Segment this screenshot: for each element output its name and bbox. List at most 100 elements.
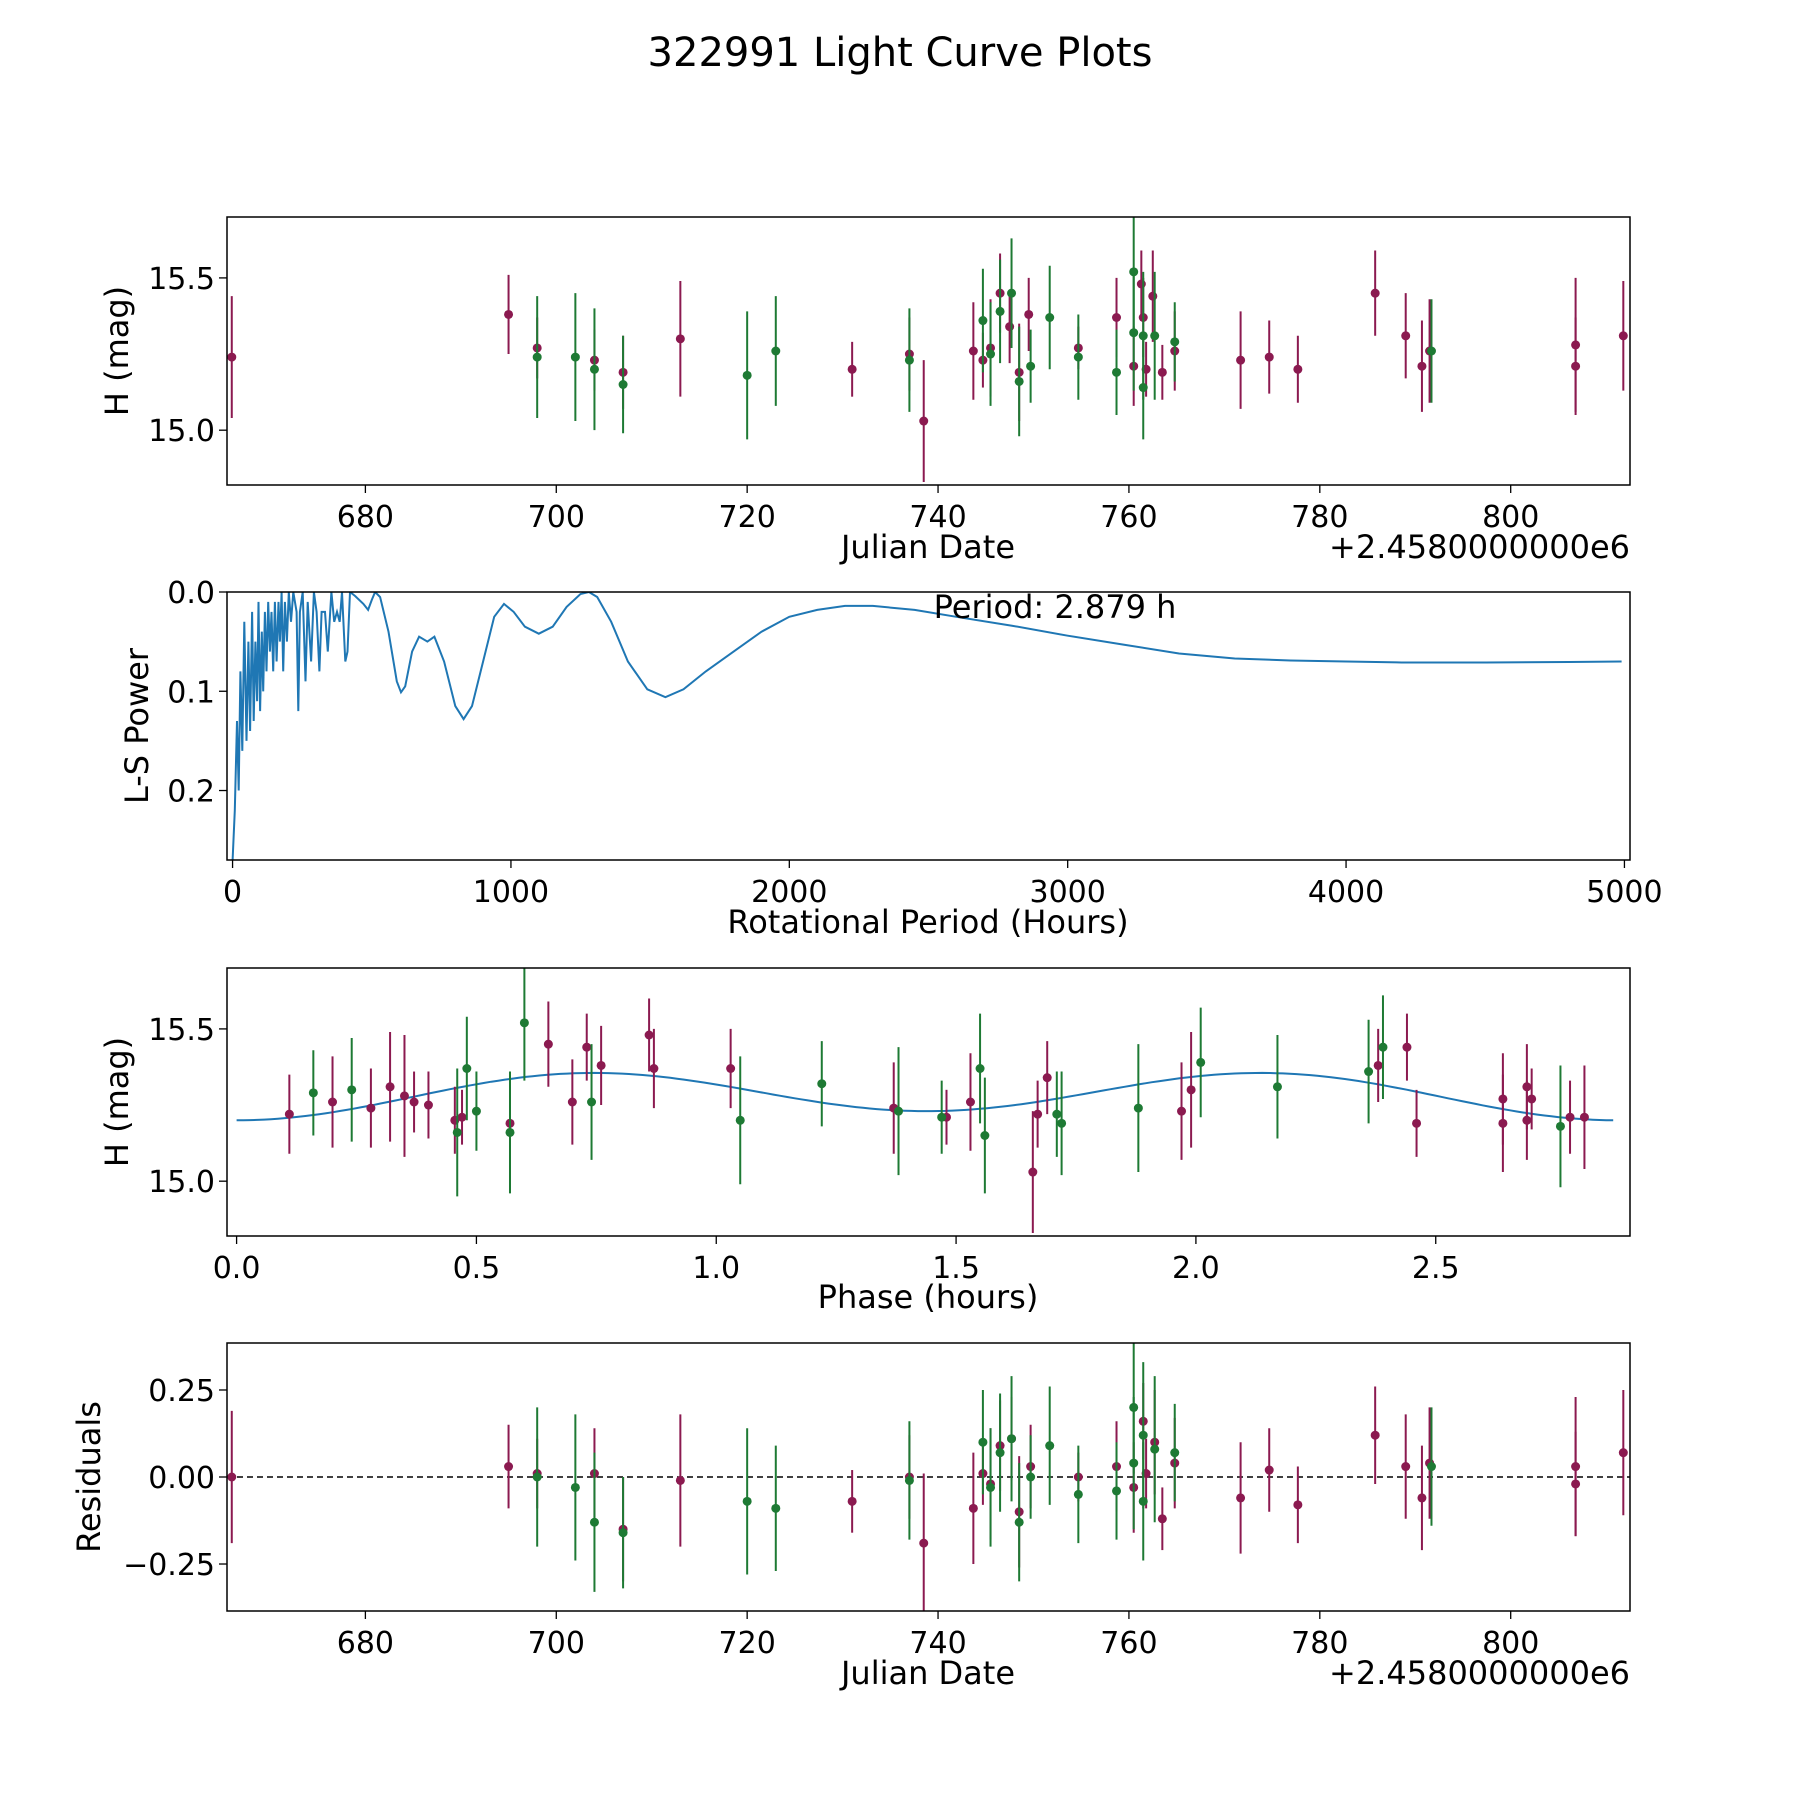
phased-marker [1364,1067,1374,1077]
phased-point [457,1089,467,1145]
phased-point [519,968,529,1081]
lightcurve-point [1618,280,1628,391]
residuals-xtick-label: 720 [719,1626,776,1661]
lightcurve-point [570,293,580,422]
residuals-point [1264,1428,1274,1512]
residuals-marker [1026,1472,1036,1482]
residuals-marker [1236,1493,1246,1503]
lightcurve-point [1293,335,1303,403]
lightcurve-point [978,268,988,373]
lightcurve-point [771,296,781,406]
phased-panel: Phase (hours) H (mag) 0.0 0.5 1.0 1.5 2.0 2.5… [98,967,1631,1316]
residuals-offset-text: +2.4580000000e6 [1329,1654,1630,1692]
phased-ytick-label: 15.5 [148,1013,215,1048]
lightcurve-point [1370,250,1380,336]
residuals-marker [589,1517,599,1527]
phased-marker [965,1097,975,1107]
lightcurve-marker [589,364,599,374]
phased-point [1373,1028,1383,1102]
residuals-point [986,1428,996,1547]
phased-point [1057,1071,1067,1176]
period-annotation: Period: 2.879 h [934,588,1177,626]
phased-point [937,1080,947,1154]
phased-marker [1498,1118,1508,1128]
phased-xtick-label: 1.0 [692,1251,740,1286]
lightcurve-point [1157,344,1167,400]
phased-marker [1177,1106,1187,1116]
lightcurve-marker [1026,361,1036,371]
lightcurve-ylabel: H (mag) [98,286,136,416]
lightcurve-point [1571,277,1581,412]
phased-marker [817,1079,827,1089]
lightcurve-xtick-label: 680 [337,500,394,535]
residuals-marker [1426,1462,1436,1472]
lightcurve-marker [1264,352,1274,362]
residuals-marker [504,1462,514,1472]
lightcurve-ytick-label: 15.0 [148,414,215,449]
phased-marker [366,1103,376,1113]
lightcurve-marker [570,352,580,362]
lightcurve-point [1236,311,1246,409]
lightcurve-point [1264,320,1274,394]
residuals-marker [904,1475,914,1485]
phased-xtick-label: 0.5 [453,1251,501,1286]
lightcurve-point [1014,326,1024,437]
residuals-point [1138,1362,1148,1509]
lightcurve-point [1007,238,1017,348]
lightcurve-point [1026,329,1036,403]
periodogram-ytick-label: 0.1 [167,675,215,710]
residuals-marker [919,1538,929,1548]
phased-point [1527,1068,1537,1130]
residuals-xlabel: Julian Date [839,1654,1015,1692]
phased-point [366,1068,376,1148]
residuals-ytick-label: −0.25 [123,1548,215,1583]
periodogram-ylabel: L-S Power [118,647,156,804]
lightcurve-marker [1138,331,1148,341]
residuals-marker [986,1482,996,1492]
lightcurve-marker [1129,328,1139,338]
phased-marker [937,1112,947,1122]
residuals-marker [1264,1465,1274,1475]
lightcurve-marker [1150,331,1160,341]
lightcurve-point [986,302,996,406]
lightcurve-marker [742,370,752,380]
residuals-point [1236,1442,1246,1554]
phased-plot-area [236,968,1614,1233]
periodogram-axes-frame [226,591,1631,861]
residuals-ylabel: Residuals [70,1401,108,1553]
phased-marker [1133,1103,1143,1113]
residuals-marker [1370,1430,1380,1440]
residuals-point [978,1389,988,1495]
residuals-point [1417,1445,1427,1551]
lightcurve-marker [504,309,514,319]
residuals-point [742,1428,752,1575]
phased-point [1402,1013,1412,1081]
lightcurve-marker [1370,288,1380,298]
lightcurve-plot-area [227,217,1628,482]
phased-marker [1186,1085,1196,1095]
lightcurve-marker [675,334,685,344]
lightcurve-marker [1129,267,1139,277]
residuals-marker [570,1482,580,1492]
periodogram-xtick-label: 3000 [1030,875,1106,910]
phased-point [726,1028,736,1109]
residuals-ytick-label: 0.00 [148,1461,215,1496]
phased-xtick-label: 1.5 [932,1251,980,1286]
phased-marker [644,1030,654,1040]
phased-point [423,1071,433,1139]
periodogram-panel: Period: 2.879 h Rotational Period (Hours… [118,576,1663,941]
phased-point [587,1044,597,1160]
phased-point [965,1053,975,1151]
phased-point [735,1056,745,1185]
periodogram-xtick-label: 1000 [473,875,549,910]
phased-marker [1057,1118,1067,1128]
lightcurve-marker [847,364,857,374]
lightcurve-marker [986,349,996,359]
lightcurve-marker [771,346,781,356]
lightcurve-point [1417,320,1427,412]
lightcurve-point [1024,277,1034,351]
phased-point [644,998,654,1072]
phased-point [1177,1062,1187,1160]
figure-title: 322991 Light Curve Plots [648,30,1153,76]
